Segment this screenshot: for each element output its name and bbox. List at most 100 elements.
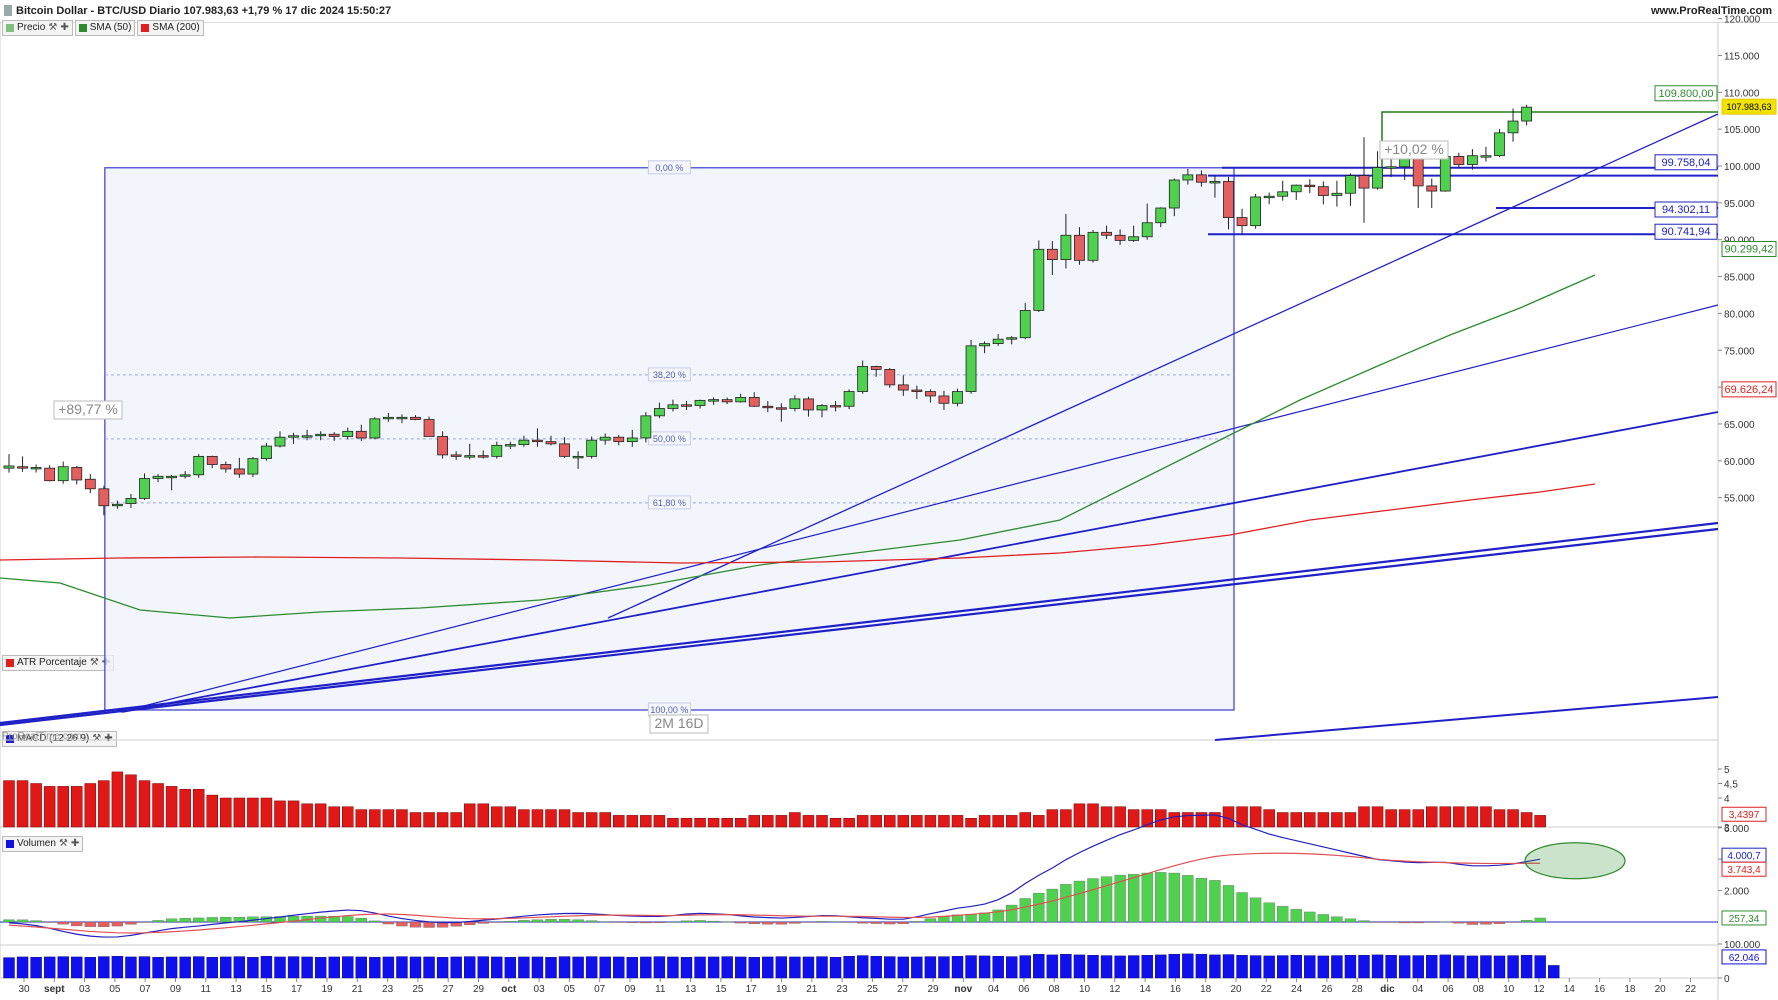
macd-histogram-bar bbox=[504, 921, 517, 923]
duration-label: 2M 16D bbox=[654, 715, 703, 731]
volume-bar bbox=[1534, 955, 1546, 979]
sma200-line bbox=[0, 483, 1596, 564]
trend-lines[interactable] bbox=[0, 111, 1719, 741]
legend-price[interactable]: Precio ⚒ ✚ bbox=[2, 20, 73, 36]
atr-tick-label: 3 bbox=[1724, 823, 1730, 834]
candle-body bbox=[1345, 175, 1356, 194]
atr-bar bbox=[1155, 809, 1167, 828]
candle-body bbox=[762, 405, 774, 409]
price-tick-label: 95.000 bbox=[1724, 199, 1755, 210]
candle-body bbox=[1331, 192, 1343, 196]
website-link[interactable]: www.ProRealTime.com bbox=[1650, 5, 1772, 17]
macd-histogram-bar bbox=[978, 912, 991, 923]
legend-sma200[interactable]: SMA (200) bbox=[137, 20, 204, 36]
candle-body bbox=[30, 467, 42, 470]
volume-bar bbox=[71, 956, 83, 979]
candle-body bbox=[518, 439, 530, 445]
atr-bar bbox=[911, 815, 923, 828]
atr-bar bbox=[1236, 806, 1248, 828]
candle-body bbox=[1182, 174, 1194, 181]
atr-bar bbox=[314, 803, 327, 828]
volume-bar bbox=[1141, 955, 1153, 979]
volume-bar bbox=[30, 957, 42, 979]
x-tick-label: 29 bbox=[927, 984, 939, 995]
volume-bar bbox=[789, 956, 801, 979]
candle-body bbox=[410, 416, 421, 420]
macd-histogram-bar bbox=[558, 919, 571, 923]
candle-body bbox=[992, 338, 1004, 345]
fibonacci-retracement[interactable]: 0,00 % 38,20 % 50,00 % 61,80 % 100,00 % bbox=[104, 160, 1235, 717]
candle-body bbox=[721, 399, 733, 403]
atr-bar bbox=[1182, 812, 1194, 828]
atr-bar bbox=[152, 783, 164, 828]
macd-marker-box bbox=[1721, 910, 1767, 926]
atr-bar bbox=[1005, 815, 1018, 828]
x-tick-label: 05 bbox=[564, 984, 576, 995]
candle-body bbox=[654, 408, 665, 417]
atr-bar bbox=[599, 812, 611, 828]
macd-histogram-bar bbox=[342, 916, 354, 923]
atr-tick-label: 4,5 bbox=[1724, 780, 1738, 791]
legend-macd[interactable]: MACD (12 26 9) ⚒ ✚ bbox=[2, 731, 117, 747]
price-marker-label: 99.758,04 bbox=[1662, 157, 1711, 169]
plus-icon[interactable]: ✚ bbox=[70, 838, 80, 849]
wrench-icon[interactable]: ⚒ bbox=[58, 838, 68, 849]
candle-body bbox=[1439, 156, 1451, 192]
atr-bar bbox=[829, 818, 842, 828]
volume-bar bbox=[125, 956, 137, 979]
macd-histogram-bar bbox=[816, 921, 828, 923]
candle-body bbox=[1480, 155, 1492, 158]
atr-bar bbox=[369, 809, 381, 828]
candle-body bbox=[803, 398, 814, 411]
macd-histogram-bar bbox=[1141, 872, 1153, 923]
candle-body bbox=[504, 444, 516, 447]
plus-icon[interactable]: ✚ bbox=[104, 733, 113, 744]
candle-body bbox=[775, 407, 787, 410]
atr-bar bbox=[545, 809, 557, 828]
macd-histogram-bar bbox=[1155, 872, 1167, 923]
x-tick-label: 25 bbox=[412, 984, 424, 995]
volume-bar bbox=[1304, 955, 1316, 979]
candle-body bbox=[1250, 196, 1261, 227]
atr-bar bbox=[1141, 809, 1153, 828]
x-tick-label: 19 bbox=[776, 984, 788, 995]
volume-bar bbox=[1127, 955, 1140, 979]
candle-body bbox=[98, 488, 110, 507]
price-tick-label: 105.000 bbox=[1724, 125, 1761, 136]
candle-body bbox=[464, 455, 476, 458]
trend-line-upper bbox=[119, 304, 1719, 713]
legend-sma50[interactable]: SMA (50) bbox=[74, 20, 136, 36]
atr-bar bbox=[328, 806, 340, 828]
wrench-icon[interactable]: ⚒ bbox=[48, 22, 58, 33]
trend-line-lower-2 bbox=[0, 527, 1719, 727]
macd-histogram-bar bbox=[626, 921, 638, 923]
pct-change-top: +10,02 % bbox=[1384, 141, 1444, 157]
wrench-icon[interactable]: ⚒ bbox=[92, 733, 102, 744]
macd-histogram-bar bbox=[1100, 876, 1113, 923]
volume-bar bbox=[1317, 955, 1330, 979]
atr-bar bbox=[978, 815, 991, 828]
wrench-icon[interactable]: ⚒ bbox=[89, 657, 99, 668]
candle-body bbox=[166, 475, 178, 479]
watermark: ProRealTime.com bbox=[2, 731, 82, 742]
x-tick-label: 23 bbox=[382, 984, 394, 995]
x-tick-label: 04 bbox=[988, 984, 1000, 995]
atr-bar bbox=[57, 786, 69, 828]
atr-bar bbox=[260, 797, 273, 828]
macd-histogram-bar bbox=[1412, 921, 1424, 924]
x-tick-label: 23 bbox=[837, 984, 849, 995]
volume-bar bbox=[287, 956, 300, 979]
x-tick-label: 28 bbox=[1352, 984, 1364, 995]
x-tick-label: 07 bbox=[594, 984, 606, 995]
macd-histogram-bar bbox=[829, 921, 842, 923]
volume-bar bbox=[450, 956, 462, 979]
atr-bar bbox=[179, 789, 191, 828]
atr-bar bbox=[138, 780, 151, 828]
macd-histogram-bar bbox=[193, 917, 205, 923]
candle-body bbox=[1101, 231, 1112, 236]
plus-icon[interactable]: ✚ bbox=[60, 22, 69, 33]
macd-histogram-bar bbox=[206, 917, 218, 923]
candle-body bbox=[261, 445, 272, 459]
legend-volume[interactable]: Volumen ⚒ ✚ bbox=[2, 836, 84, 852]
